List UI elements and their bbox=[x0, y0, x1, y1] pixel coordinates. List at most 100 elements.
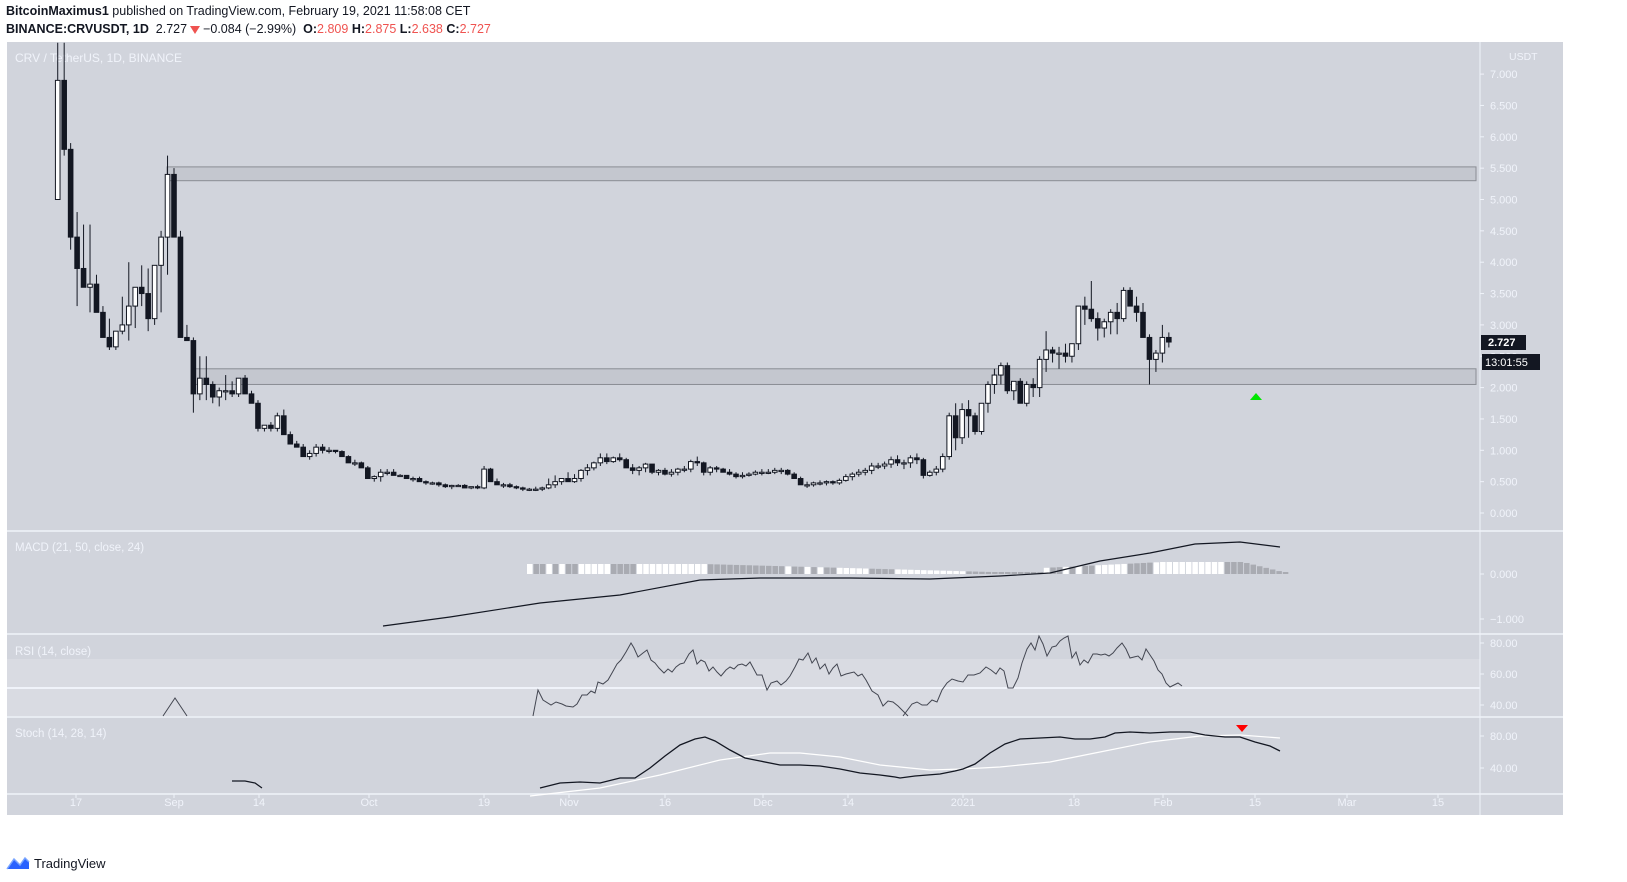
histogram-bar bbox=[850, 568, 856, 574]
histogram-bar bbox=[1231, 562, 1237, 574]
time-axis-label: 18 bbox=[1068, 797, 1080, 809]
candle-bearish bbox=[604, 457, 610, 463]
time-axis-label: 19 bbox=[478, 797, 490, 809]
candle-bullish bbox=[158, 236, 164, 266]
candle-bearish bbox=[293, 443, 300, 448]
candle-bullish bbox=[771, 469, 778, 473]
chart-title: CRV / TetherUS, 1D, BINANCE bbox=[15, 51, 182, 65]
candle-bearish bbox=[80, 267, 87, 288]
histogram-bar bbox=[1108, 564, 1114, 574]
candle-bullish bbox=[675, 468, 681, 473]
candle-bullish bbox=[739, 474, 746, 478]
candle-bearish bbox=[1049, 349, 1056, 354]
candle-bearish bbox=[74, 236, 80, 269]
stoch-title: Stoch (14, 28, 14) bbox=[15, 728, 107, 740]
histogram-bar bbox=[959, 571, 966, 574]
author-name[interactable]: BitcoinMaximus1 bbox=[6, 4, 109, 18]
candle-bullish bbox=[151, 264, 158, 320]
high-value: 2.875 bbox=[365, 22, 397, 36]
candle-bearish bbox=[1030, 383, 1036, 389]
histogram-bar bbox=[1166, 562, 1173, 574]
histogram-bar bbox=[817, 567, 824, 574]
last-price-value: 2.727 bbox=[1488, 337, 1516, 349]
candle-bullish bbox=[1023, 383, 1030, 404]
candle-bullish bbox=[326, 449, 332, 452]
candle-bullish bbox=[384, 471, 390, 474]
histogram-bar bbox=[1069, 566, 1076, 574]
candle-bearish bbox=[403, 474, 410, 480]
time-axis-label: 15 bbox=[1432, 797, 1444, 809]
support-zone[interactable] bbox=[192, 368, 1477, 385]
candle-bullish bbox=[397, 474, 403, 478]
histogram-bar bbox=[1011, 572, 1017, 574]
candle-bullish bbox=[655, 469, 662, 473]
candle-bearish bbox=[229, 390, 235, 395]
histogram-bar bbox=[714, 564, 720, 574]
open-label: O: bbox=[303, 22, 318, 36]
candle-bearish bbox=[487, 468, 494, 483]
candle-bearish bbox=[332, 449, 339, 453]
histogram-bar bbox=[882, 569, 888, 574]
candle-bullish bbox=[539, 487, 546, 490]
price-axis-label: 5.000 bbox=[1490, 195, 1518, 207]
candle-bearish bbox=[1140, 311, 1146, 338]
candle-bullish bbox=[545, 484, 552, 489]
candle-bearish bbox=[700, 462, 707, 473]
candle-bullish bbox=[1101, 321, 1108, 329]
histogram-bar bbox=[727, 564, 733, 574]
resistance-zone[interactable] bbox=[166, 166, 1477, 182]
price-axis-label: 3.000 bbox=[1490, 320, 1518, 332]
candle-bullish bbox=[261, 424, 268, 429]
candle-bearish bbox=[1004, 365, 1011, 392]
histogram-bar bbox=[643, 564, 649, 574]
time-axis-label: 15 bbox=[1249, 797, 1261, 809]
main-price-pane[interactable] bbox=[7, 42, 1480, 530]
candle-bullish bbox=[804, 484, 810, 487]
time-axis-label: Sep bbox=[164, 797, 184, 809]
price-axis-label: 5.500 bbox=[1490, 163, 1518, 175]
candle-bullish bbox=[125, 305, 132, 326]
candle-bearish bbox=[694, 461, 701, 464]
histogram-bar bbox=[1218, 562, 1224, 574]
arrow-up-icon bbox=[1250, 393, 1262, 400]
stoch-axis-label: 80.00 bbox=[1490, 731, 1518, 743]
candle-bearish bbox=[242, 377, 248, 395]
candle-bullish bbox=[1075, 305, 1082, 345]
histogram-bar bbox=[1043, 567, 1050, 574]
candle-bullish bbox=[817, 482, 823, 485]
time-axis-label: 2021 bbox=[951, 797, 975, 809]
histogram-bar bbox=[1276, 571, 1282, 574]
histogram-bar bbox=[585, 564, 591, 574]
candle-bearish bbox=[61, 79, 67, 150]
candle-bullish bbox=[468, 486, 474, 489]
candle-bullish bbox=[164, 173, 171, 238]
stoch-pane[interactable] bbox=[7, 717, 1480, 793]
histogram-bar bbox=[701, 564, 707, 574]
candle-bearish bbox=[184, 336, 190, 342]
histogram-bar bbox=[617, 564, 623, 574]
candle-bearish bbox=[138, 286, 145, 295]
histogram-bar bbox=[933, 570, 940, 574]
tradingview-branding[interactable]: TradingView bbox=[6, 855, 106, 871]
price-axis-label: 4.000 bbox=[1490, 257, 1518, 269]
candle-bullish bbox=[526, 488, 533, 491]
histogram-bar bbox=[791, 566, 798, 574]
histogram-bar bbox=[921, 570, 927, 574]
candle-bearish bbox=[565, 478, 571, 483]
tradingview-logo-icon bbox=[6, 856, 30, 870]
candle-bullish bbox=[410, 478, 416, 481]
candle-bearish bbox=[442, 484, 449, 488]
histogram-bar bbox=[830, 567, 837, 574]
histogram-bar bbox=[552, 564, 559, 574]
candle-bullish bbox=[558, 478, 565, 483]
price-axis-label: 0.000 bbox=[1490, 508, 1518, 520]
candle-bearish bbox=[461, 484, 468, 489]
candle-bearish bbox=[474, 486, 481, 489]
candle-bullish bbox=[274, 415, 281, 429]
candle-bearish bbox=[733, 473, 739, 478]
macd-pane[interactable] bbox=[7, 531, 1480, 633]
price-axis-label: 3.500 bbox=[1490, 289, 1518, 301]
candle-bearish bbox=[720, 468, 726, 473]
candle-bullish bbox=[752, 471, 759, 475]
